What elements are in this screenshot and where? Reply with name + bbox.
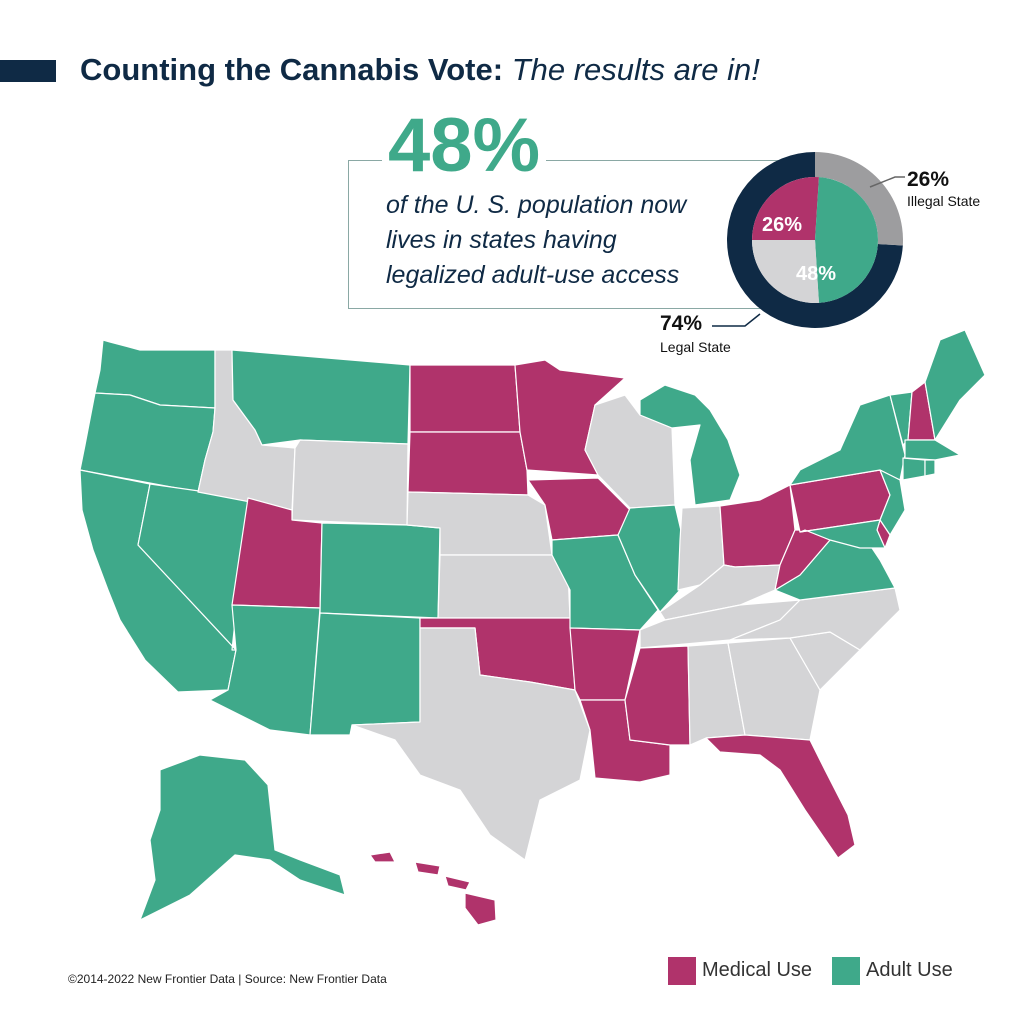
title-bold: Counting the Cannabis Vote: — [80, 52, 504, 87]
title-accent-bar — [0, 60, 56, 82]
adult-slice-label: 48% — [796, 263, 837, 285]
state-MD — [799, 519, 886, 549]
state-CT — [902, 457, 926, 481]
legend-swatch-adult — [832, 957, 860, 985]
state-KS — [437, 554, 571, 619]
legend-swatch-medical — [668, 957, 696, 985]
state-NM — [309, 612, 421, 736]
footer-credit: ©2014-2022 New Frontier Data | Source: N… — [68, 972, 387, 986]
callout-box — [348, 160, 789, 309]
state-RI — [924, 459, 936, 477]
state-FL — [705, 734, 856, 859]
state-HI — [369, 851, 497, 926]
state-MS — [624, 645, 691, 746]
title-italic: The results are in! — [511, 52, 760, 87]
illegal-label: Illegal State — [907, 193, 981, 209]
state-AK — [139, 754, 346, 921]
illegal-pct: 26% — [907, 168, 950, 191]
leader-lines — [712, 176, 905, 327]
medical-slice-label: 26% — [762, 214, 803, 236]
state-MA — [904, 439, 961, 461]
page-title: Counting the Cannabis Vote: The results … — [80, 52, 760, 88]
legal-pct: 74% — [660, 312, 703, 335]
state-IL — [617, 504, 683, 613]
state-MI — [639, 384, 741, 506]
legal-label: Legal State — [660, 339, 731, 355]
state-NY — [789, 394, 906, 486]
donut-inner-slice-2 — [752, 240, 819, 303]
state-ME — [924, 330, 986, 441]
state-WY — [291, 439, 409, 526]
stat-description: of the U. S. population now lives in sta… — [386, 191, 687, 289]
us-map — [79, 330, 986, 926]
donut-inner-slice-0 — [752, 177, 819, 240]
state-ND — [409, 364, 521, 433]
donut-outer-slice-1 — [815, 152, 903, 246]
donut-chart — [727, 152, 903, 328]
state-CO — [319, 522, 441, 619]
state-SD — [407, 431, 529, 496]
state-MT — [231, 349, 411, 446]
big-stat: 48% — [382, 108, 547, 184]
legend-label-adult: Adult Use — [866, 959, 953, 981]
state-TX — [351, 627, 591, 861]
legend-label-medical: Medical Use — [702, 959, 813, 981]
